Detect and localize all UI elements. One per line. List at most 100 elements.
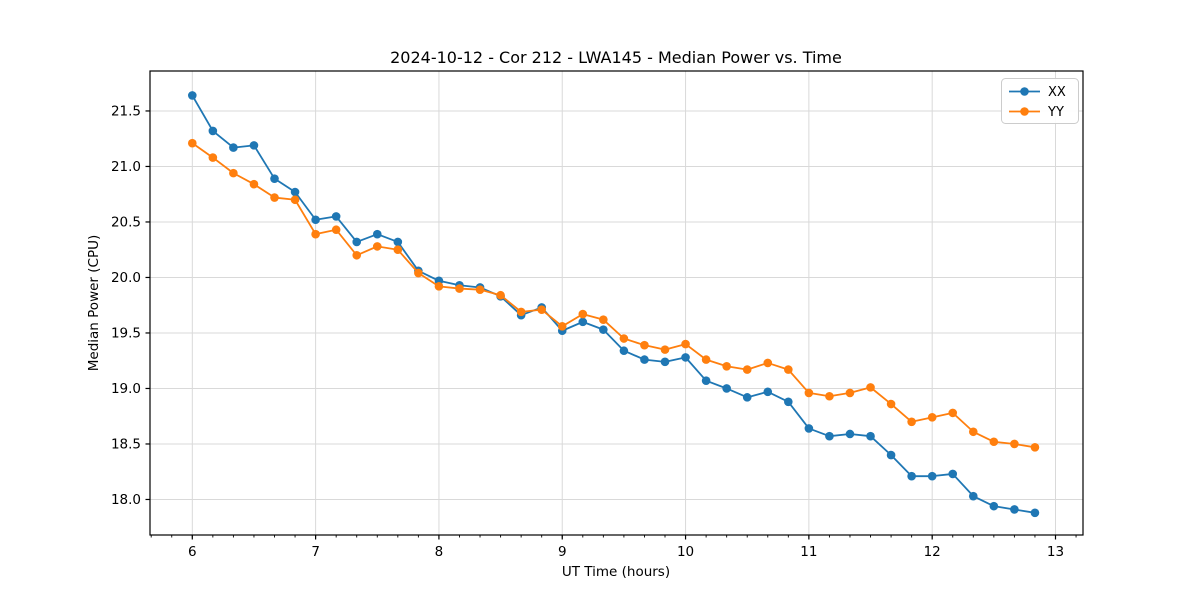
data-point-yy	[681, 339, 690, 349]
data-point-yy	[208, 153, 218, 162]
data-point-yy	[352, 250, 362, 260]
data-point-xx	[599, 325, 608, 334]
data-point-yy	[968, 427, 978, 437]
data-point-xx	[866, 431, 875, 441]
y-tick-label: 18.0	[111, 492, 141, 508]
data-point-yy	[1030, 443, 1040, 452]
data-point-yy	[537, 305, 546, 314]
data-point-yy	[290, 195, 300, 205]
data-point-xx	[208, 126, 218, 136]
x-tick-label: 9	[558, 544, 567, 560]
data-point-yy	[660, 345, 670, 354]
data-point-xx	[722, 384, 731, 393]
x-tick-label: 6	[188, 544, 197, 560]
data-point-yy	[825, 391, 834, 401]
data-point-yy	[331, 225, 341, 235]
data-point-xx	[311, 215, 320, 225]
data-point-yy	[475, 285, 485, 294]
data-point-yy	[496, 290, 505, 300]
grid-lines	[150, 71, 1083, 535]
y-tick-label: 20.5	[111, 214, 141, 230]
series-line-yy	[191, 142, 1036, 449]
x-tick-label: 13	[1047, 544, 1064, 560]
series-xx	[187, 91, 1040, 518]
data-point-yy	[804, 388, 814, 398]
x-tick-label: 7	[311, 544, 320, 560]
data-point-xx	[270, 174, 279, 183]
y-tick-label: 21.5	[111, 103, 141, 119]
data-point-xx	[372, 229, 382, 239]
legend-label-xx: XX	[1048, 85, 1066, 100]
data-point-xx	[927, 471, 937, 481]
y-tick-label: 18.5	[111, 436, 141, 452]
data-point-yy	[927, 413, 937, 422]
data-point-yy	[722, 361, 731, 371]
data-point-xx	[249, 141, 259, 150]
data-point-xx	[187, 91, 197, 100]
x-tick-label: 8	[435, 544, 444, 560]
series-line-xx	[191, 94, 1036, 514]
data-point-xx	[886, 450, 896, 460]
data-point-xx	[578, 317, 588, 327]
legend-item-xx: XX	[1009, 85, 1066, 100]
data-point-xx	[825, 431, 834, 441]
data-point-xx	[393, 237, 403, 247]
data-point-xx	[1010, 505, 1019, 514]
x-axis-label: UT Time (hours)	[562, 564, 670, 580]
y-tick-label: 21.0	[111, 159, 141, 175]
data-point-yy	[455, 284, 464, 293]
x-tick-label: 12	[924, 544, 941, 560]
y-tick-label: 20.0	[111, 270, 141, 286]
data-point-yy	[701, 355, 711, 364]
legend: XX YY	[1001, 78, 1079, 124]
data-point-yy	[640, 340, 649, 350]
data-point-yy	[866, 383, 875, 392]
data-point-yy	[742, 365, 752, 374]
axis-ticks: 6 7 8 9 10 11 12 13 18.0 18.5 19.0 19.5 20.0 20.5 21.0…	[111, 103, 1077, 560]
data-point-yy	[886, 399, 896, 409]
legend-label-yy: YY	[1047, 105, 1064, 120]
data-point-xx	[989, 501, 999, 511]
x-tick-label: 10	[677, 544, 694, 560]
data-point-yy	[989, 437, 999, 447]
data-point-yy	[948, 408, 958, 418]
data-point-yy	[270, 193, 279, 202]
data-point-yy	[414, 268, 423, 278]
legend-box	[1001, 78, 1079, 124]
data-point-yy	[187, 138, 197, 148]
legend-marker-xx	[1020, 87, 1029, 96]
plot-frame	[149, 70, 1084, 536]
data-point-xx	[681, 353, 690, 362]
data-series	[187, 91, 1040, 518]
data-point-xx	[948, 469, 958, 479]
series-yy	[187, 138, 1040, 452]
data-point-xx	[1030, 508, 1040, 518]
data-point-xx	[290, 187, 300, 197]
data-point-yy	[557, 322, 567, 331]
data-point-yy	[249, 179, 259, 189]
data-point-xx	[619, 346, 629, 356]
data-point-yy	[516, 307, 526, 317]
y-axis-label: Median Power (CPU)	[86, 235, 102, 371]
data-point-yy	[599, 315, 608, 324]
data-point-xx	[907, 471, 916, 481]
data-point-yy	[784, 365, 793, 374]
data-point-xx	[763, 387, 773, 397]
data-point-yy	[229, 168, 238, 178]
data-point-yy	[907, 417, 916, 427]
data-point-yy	[1010, 439, 1019, 449]
legend-marker-yy	[1020, 107, 1029, 116]
data-point-xx	[968, 491, 978, 501]
data-point-yy	[311, 229, 320, 239]
data-point-xx	[640, 355, 649, 364]
data-point-yy	[372, 242, 382, 251]
y-tick-label: 19.5	[111, 325, 141, 341]
data-point-xx	[331, 212, 341, 221]
data-point-xx	[742, 393, 752, 402]
chart-title: 2024-10-12 - Cor 212 - LWA145 - Median P…	[390, 48, 842, 67]
y-tick-label: 19.0	[111, 381, 141, 397]
data-point-xx	[229, 143, 238, 152]
data-point-xx	[660, 357, 670, 367]
